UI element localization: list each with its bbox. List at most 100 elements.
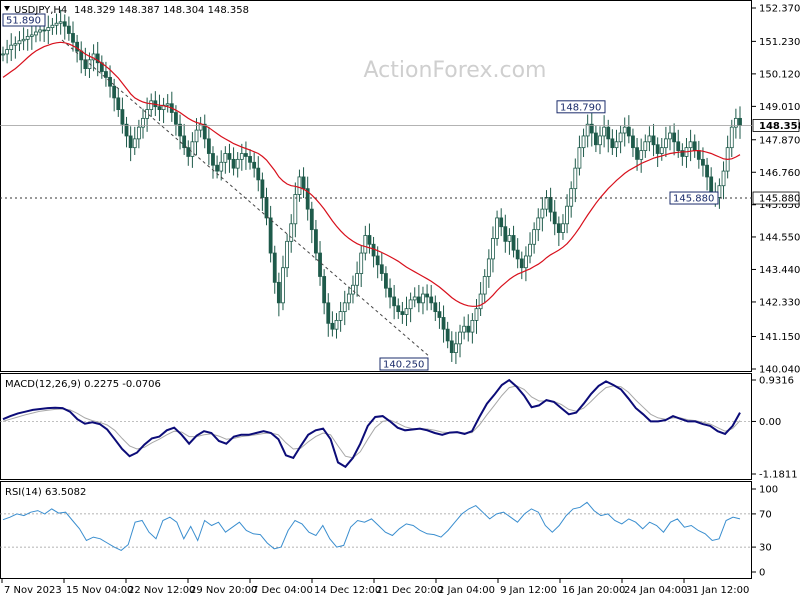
candle-body (668, 132, 672, 140)
rsi-axis: 100 70 30 0 (752, 485, 778, 579)
candle-body (705, 164, 709, 178)
candlestick-series (1, 9, 742, 365)
rsi-axis-label: 0 (759, 568, 765, 579)
candle-body (388, 287, 392, 298)
candle-body (622, 126, 627, 134)
candle-body (314, 229, 318, 254)
candle-body (202, 123, 207, 140)
candle-body (573, 167, 578, 190)
macd-axis-label: 0.00 (759, 417, 781, 428)
candle-body (227, 153, 232, 160)
candle-body (359, 252, 364, 274)
candle-body (363, 235, 368, 254)
candle-body (379, 264, 384, 274)
candle-body (375, 255, 380, 266)
candle-body (50, 24, 55, 29)
candle-body (738, 117, 742, 126)
candle-body (95, 53, 100, 64)
candle-body (449, 340, 454, 354)
candle-body (1, 53, 5, 56)
price-annotation-box (379, 357, 429, 371)
candle-body (631, 135, 635, 149)
candle-body (71, 33, 75, 43)
candle-body (536, 217, 541, 231)
candle-body (404, 308, 409, 315)
header-bar: USDJPY,H4 148.329 148.387 148.304 148.35… (4, 5, 249, 16)
rsi-panel: RSI(14) 63.5082 100 70 30 0 (0, 481, 778, 579)
level-price-label: 145.880 (759, 194, 800, 205)
candle-body (511, 235, 516, 251)
candle-body (178, 123, 182, 137)
price-axis: 152.370 151.230 150.120 149.010 147.870 146.7… (752, 4, 800, 376)
candle-body (334, 319, 339, 330)
price-axis-label: 144.550 (759, 232, 800, 243)
price-axis-label: 145.650 (759, 200, 800, 211)
candle-body (519, 258, 524, 269)
candle-body (25, 35, 30, 40)
candle-body (276, 281, 281, 304)
current-price-label: 148.358 (759, 121, 800, 132)
candle-body (618, 132, 623, 143)
candle-body (285, 240, 289, 269)
candle-body (589, 123, 594, 134)
candle-body (145, 109, 150, 119)
candle-body (425, 293, 429, 298)
candle-body (626, 126, 631, 137)
candle-body (342, 302, 347, 313)
candle-body (688, 141, 693, 149)
candle-body (445, 328, 450, 342)
candle-body (598, 135, 602, 146)
candle-body (9, 44, 14, 50)
candle-body (330, 322, 335, 330)
candle-body (75, 41, 80, 52)
macd-line (2, 378, 741, 469)
rsi-axis-label: 100 (759, 485, 778, 496)
candle-body (272, 252, 277, 283)
candle-body (499, 217, 504, 228)
candle-body (696, 150, 701, 160)
time-axis-label: 7 Dec 04:00 (252, 585, 313, 596)
candle-body (581, 135, 586, 149)
candle-body (301, 176, 306, 190)
candle-body (124, 123, 129, 137)
rsi-axis-label: 70 (759, 509, 772, 520)
candle-body (223, 153, 228, 163)
collapse-triangle-icon[interactable] (4, 6, 10, 11)
candle-body (384, 273, 388, 289)
candle-body (548, 197, 553, 213)
time-axis-label: 15 Nov 04:00 (66, 585, 133, 596)
candle-body (194, 129, 199, 143)
candle-body (211, 153, 215, 166)
candle-body (610, 138, 615, 149)
candle-body (116, 97, 121, 110)
candle-body (515, 249, 520, 260)
candle-body (540, 208, 545, 219)
candle-body (701, 158, 705, 166)
candle-body (206, 138, 211, 154)
candle-body (108, 76, 112, 87)
time-axis-label: 29 Nov 20:00 (190, 585, 257, 596)
candle-body (676, 141, 681, 151)
candle-body (322, 276, 327, 304)
level-price-tag (752, 191, 800, 205)
candle-body (412, 296, 417, 301)
candle-body (268, 217, 273, 254)
candle-body (355, 273, 359, 286)
candle-body (46, 27, 51, 31)
candle-body (643, 141, 648, 151)
time-axis-label: 7 Nov 2023 (4, 585, 62, 596)
ohlc-values: 148.329 148.387 148.304 148.358 (74, 5, 249, 16)
price-annotation-label: 148.790 (560, 102, 601, 113)
price-axis-label: 140.040 (759, 365, 800, 376)
candle-body (326, 302, 331, 324)
time-axis-label: 24 Jan 04:00 (624, 585, 687, 596)
price-axis-label: 151.230 (759, 37, 800, 48)
candle-body (569, 188, 574, 207)
candle-body (523, 255, 528, 269)
rsi-line (2, 501, 741, 551)
macd-axis-label: 0.9316 (759, 376, 794, 387)
candle-body (663, 138, 668, 149)
candle-body (478, 293, 483, 310)
symbol-label: USDJPY,H4 (14, 5, 67, 16)
